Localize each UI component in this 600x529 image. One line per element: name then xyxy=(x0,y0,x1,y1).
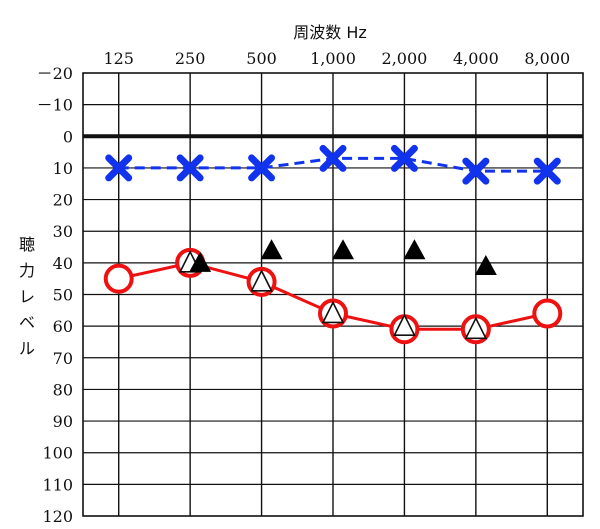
marker-x xyxy=(105,154,133,182)
marker-triangle-filled xyxy=(260,239,283,260)
series-layer xyxy=(103,144,563,345)
x-tick-label: 2,000 xyxy=(382,49,428,68)
marker-triangle-open xyxy=(464,316,488,340)
y-tick-label: 110 xyxy=(42,475,73,494)
x-tick-label: 250 xyxy=(175,49,206,68)
marker-x-stroke xyxy=(533,157,561,185)
marker-triangle-filled xyxy=(474,255,497,276)
x-tick-label: 125 xyxy=(103,49,134,68)
marker-x-stroke xyxy=(105,154,133,182)
marker-triangle-open xyxy=(250,269,273,292)
y-tick-label: 50 xyxy=(53,286,73,305)
x-tick-label: 1,000 xyxy=(310,49,356,68)
y-axis-title-line-4: ベ xyxy=(19,313,35,332)
y-tick-label: －20 xyxy=(37,64,73,83)
x-tick-label: 8,000 xyxy=(524,49,570,68)
y-tick-label: 60 xyxy=(53,317,73,336)
y-tick-label: 20 xyxy=(53,191,73,210)
y-tick-label: －10 xyxy=(37,96,73,115)
y-tick-label: 70 xyxy=(53,349,73,368)
marker-x xyxy=(176,154,204,182)
marker-triangle-open xyxy=(393,313,416,336)
marker-x xyxy=(533,157,561,185)
y-axis-title-line-5: ル xyxy=(19,339,35,358)
marker-x-stroke xyxy=(319,144,347,172)
marker-circle xyxy=(532,298,563,329)
marker-x-stroke xyxy=(462,157,490,185)
marker-x xyxy=(248,154,276,182)
marker-x-stroke xyxy=(390,144,418,172)
series-x xyxy=(105,144,561,185)
marker-x xyxy=(462,157,490,185)
y-tick-label: 80 xyxy=(53,380,73,399)
y-tick-label: 90 xyxy=(53,412,73,431)
y-tick-label: 100 xyxy=(42,444,73,463)
y-tick-label: 120 xyxy=(42,507,73,526)
marker-x-stroke xyxy=(176,154,204,182)
marker-triangle-filled xyxy=(403,239,426,260)
marker-triangle-filled xyxy=(189,251,212,272)
marker-x xyxy=(319,144,347,172)
y-tick-label: 10 xyxy=(53,159,73,178)
y-tick-label: 40 xyxy=(53,254,73,273)
marker-triangle-open xyxy=(321,300,345,324)
marker-circle xyxy=(103,263,134,294)
marker-triangle-filled xyxy=(332,239,354,260)
marker-x xyxy=(390,144,418,172)
x-tick-label: 500 xyxy=(246,49,277,68)
x-tick-labels: 125 250 500 1,000 2,000 4,000 8,000 xyxy=(103,49,570,68)
y-axis-title-line-2: 力 xyxy=(19,261,35,280)
y-tick-labels: －20 －10 0 10 20 30 40 50 60 70 80 90 100 110 120 xyxy=(37,64,73,526)
y-tick-label: 30 xyxy=(53,222,73,241)
y-axis-title-line-3: レ xyxy=(19,287,35,306)
x-axis-title-text: 周波数 Hz xyxy=(293,23,367,42)
x-axis-title: 周波数 Hz xyxy=(293,23,367,42)
grid xyxy=(82,72,584,517)
y-axis-title: 聴 力 レ ベ ル xyxy=(19,235,35,358)
series-triangle-filled xyxy=(189,239,497,276)
x-tick-label: 4,000 xyxy=(453,49,499,68)
y-tick-label: 0 xyxy=(63,127,73,146)
y-axis-title-line-1: 聴 xyxy=(19,235,35,254)
marker-x-stroke xyxy=(248,154,276,182)
